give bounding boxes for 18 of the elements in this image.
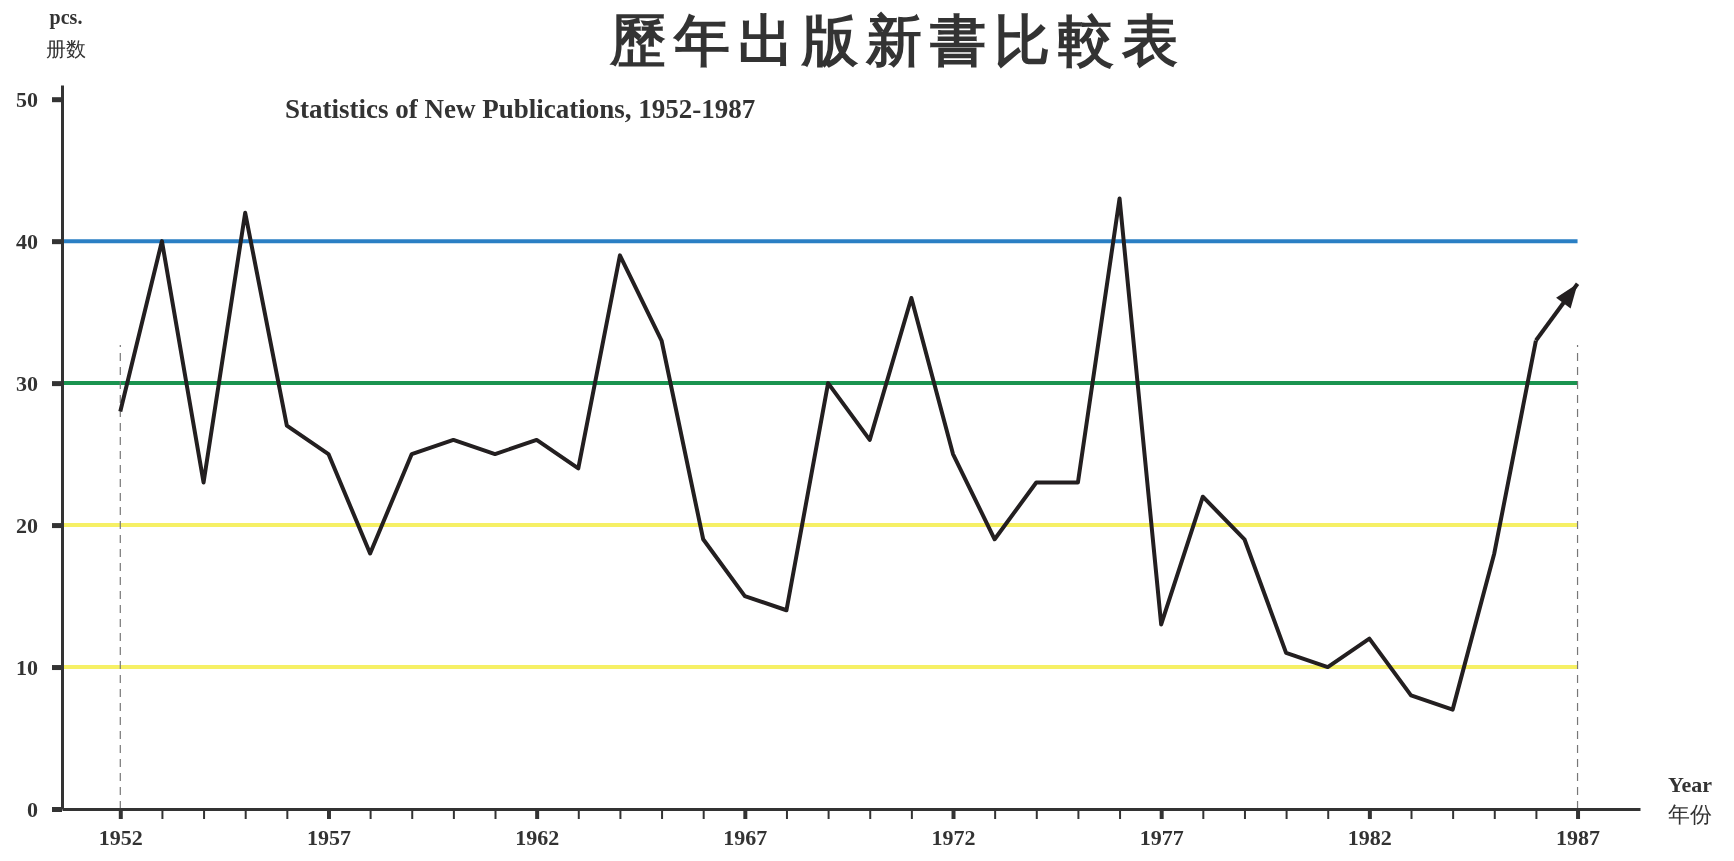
x-tick-label: 1987	[1556, 824, 1601, 850]
y-tick-label: 40	[16, 228, 38, 254]
x-tick-label: 1982	[1347, 824, 1392, 850]
x-tick-label: 1962	[515, 824, 560, 850]
chart-title: 歷年出版新書比較表	[609, 10, 1186, 72]
y-tick-label: 50	[16, 86, 38, 112]
y-axis-title: pcs. 册数	[46, 6, 86, 60]
x-tick-label: 1977	[1139, 824, 1184, 850]
x-axis-title: Year 年份	[1668, 772, 1713, 827]
x-tick-label: 1957	[306, 824, 351, 850]
y-tick-label: 20	[16, 512, 38, 538]
y-tick-label: 30	[16, 370, 38, 396]
y-tick-label: 10	[16, 654, 38, 680]
chart-subtitle: Statistics of New Publications, 1952-1987	[285, 94, 756, 124]
x-tick-label: 1952	[98, 824, 143, 850]
x-tick-label: 1967	[723, 824, 768, 850]
y-tick-label: 0	[27, 796, 38, 822]
x-tick-label: 1972	[931, 824, 976, 850]
